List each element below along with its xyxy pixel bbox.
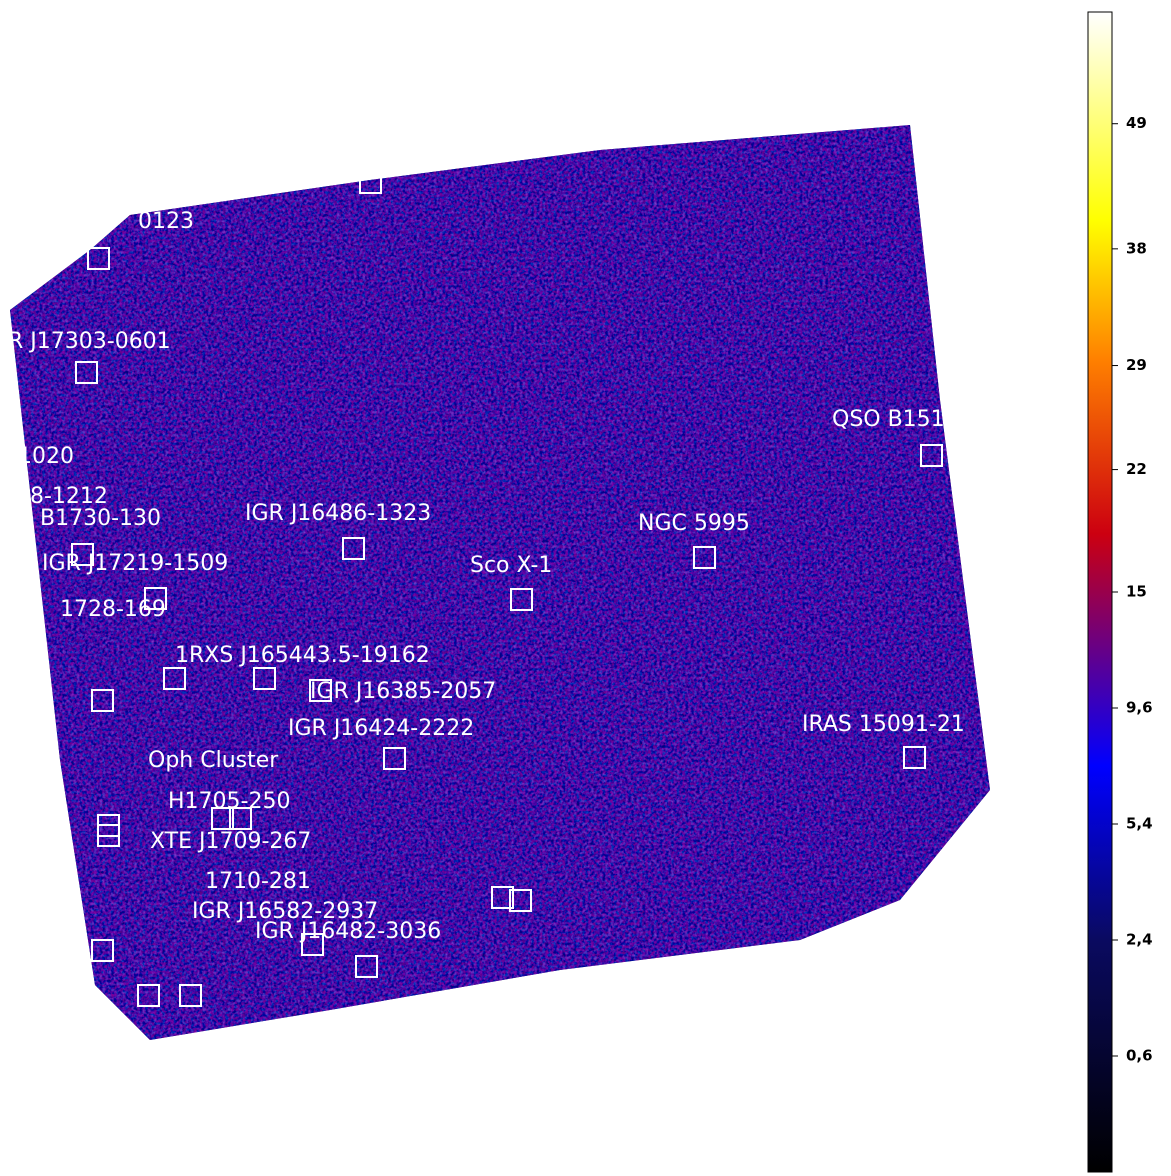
source-label: Sco X-1 [470, 553, 552, 578]
source-label: 0123 [138, 209, 194, 234]
source-box [342, 537, 365, 560]
source-label: 8-1212 [30, 484, 108, 509]
source-label: QSO B151 [832, 407, 945, 432]
source-box [144, 587, 167, 610]
source-box [309, 679, 332, 702]
source-label: XTE J1709-267 [150, 829, 311, 854]
source-label: IGR J16486-1323 [245, 501, 431, 526]
source-label: 1710-281 [205, 869, 311, 894]
source-label: 1020 [18, 444, 74, 469]
source-label: IGR J16385-2057 [310, 679, 496, 704]
colorbar-tick-label: 9,6 [1126, 699, 1153, 717]
source-box [71, 543, 94, 566]
source-label: IGR J17219-1509 [42, 551, 228, 576]
source-label: NGC 5995 [638, 511, 750, 536]
colorbar-tick-label: 49 [1126, 114, 1147, 132]
source-box [75, 361, 98, 384]
source-label: IRAS 15091-21 [802, 712, 965, 737]
colorbar-tick-label: 29 [1126, 356, 1147, 374]
source-box [87, 247, 110, 270]
source-box [137, 984, 160, 1007]
source-box [359, 171, 382, 194]
source-label: 1RXS J165443.5-19162 [175, 643, 430, 668]
source-label: Oph Cluster [148, 748, 279, 773]
source-box [229, 807, 252, 830]
source-box [97, 814, 120, 837]
colorbar [1087, 11, 1113, 1173]
colorbar-tick-label: 2,4 [1126, 931, 1153, 949]
source-label: IGR J16424-2222 [288, 716, 474, 741]
sky-image [10, 125, 990, 1040]
source-label: R J17303-0601 [8, 329, 171, 354]
source-label: IGR J16582-2937 [192, 899, 378, 924]
source-box [693, 546, 716, 569]
source-box [491, 886, 514, 909]
source-box [509, 889, 532, 912]
source-label: IGR J16482-3036 [255, 919, 441, 944]
source-box [920, 444, 943, 467]
colorbar-tick-label: 0,6 [1126, 1047, 1153, 1065]
source-box [383, 747, 406, 770]
colorbar-tick-label: 38 [1126, 239, 1147, 257]
source-box [179, 984, 202, 1007]
source-box [91, 939, 114, 962]
source-box [211, 807, 234, 830]
source-box [510, 588, 533, 611]
source-box [163, 667, 186, 690]
source-box [91, 689, 114, 712]
colorbar-tick-label: 5,4 [1126, 815, 1153, 833]
colorbar-tick-label: 15 [1126, 583, 1147, 601]
source-label: B1730-130 [40, 506, 161, 531]
source-box [253, 667, 276, 690]
colorbar-tick-label: 22 [1126, 460, 1147, 478]
source-box [903, 746, 926, 769]
source-box [301, 933, 324, 956]
colorbar-ticks: 49 38 29 22 15 9,6 5,4 2,4 0,6 [1112, 114, 1153, 1065]
source-box [355, 955, 378, 978]
